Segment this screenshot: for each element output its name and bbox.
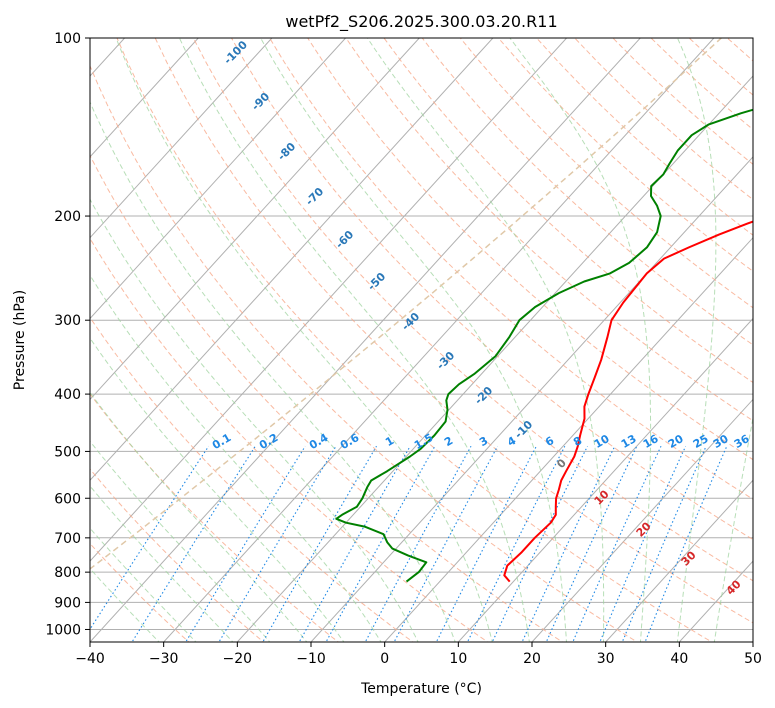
mixing-ratio-line xyxy=(262,445,377,642)
y-tick-label: 200 xyxy=(54,209,81,225)
dry-adiabat-line xyxy=(90,393,340,642)
dry-adiabat-line xyxy=(459,38,753,309)
dry-adiabat-line xyxy=(90,237,489,642)
mixing-ratio-line xyxy=(185,445,306,642)
isotherm-line xyxy=(236,75,753,642)
moist-adiabat-line xyxy=(713,415,753,642)
isotherm-line xyxy=(531,398,753,642)
mixing-ratio-line xyxy=(466,445,566,642)
moist-adiabat-line xyxy=(366,38,605,642)
isotherm-line xyxy=(90,38,273,239)
y-tick-label: 400 xyxy=(54,387,81,403)
x-tick-label: −30 xyxy=(149,651,179,667)
y-tick-label: 1000 xyxy=(45,622,81,638)
moist-adiabat-line xyxy=(90,485,234,642)
x-tick-label: 50 xyxy=(744,651,762,667)
x-axis: −40 −30 −20 −10 0 10 20 30 40 50 xyxy=(75,642,762,667)
isotherm-line xyxy=(457,317,753,642)
isotherm-line xyxy=(310,156,753,642)
dewpoint-profile-line xyxy=(335,108,753,583)
isotherm-line xyxy=(90,38,641,642)
mixing-ratio-line xyxy=(521,445,616,642)
dry-adiabat-line xyxy=(421,38,753,346)
isotherm-line xyxy=(605,479,753,642)
x-tick-label: 40 xyxy=(670,651,688,667)
x-tick-label: 10 xyxy=(449,651,467,667)
isotherm-line xyxy=(90,38,494,482)
moist-adiabat-line xyxy=(90,391,308,642)
y-tick-label: 100 xyxy=(54,31,81,47)
moist-adiabat-line xyxy=(509,38,652,642)
y-axis-label: Pressure (hPa) xyxy=(12,290,28,390)
moist-adiabat-line xyxy=(90,440,271,642)
x-tick-label: 20 xyxy=(523,651,541,667)
y-tick-label: 500 xyxy=(54,444,81,460)
y-tick-label: 900 xyxy=(54,595,81,611)
x-tick-label: −20 xyxy=(223,651,253,667)
mixing-ratio-line xyxy=(90,445,210,631)
x-tick-label: 30 xyxy=(597,651,615,667)
y-tick-label: 300 xyxy=(54,313,81,329)
moist-adiabat-line xyxy=(178,38,530,642)
mixing-ratio-line xyxy=(364,445,472,642)
isotherm-line xyxy=(90,38,420,401)
dry-adiabat-line xyxy=(269,38,753,500)
dry-adiabat-line xyxy=(230,38,753,541)
dry-adiabat-line xyxy=(90,468,265,642)
moist-adiabat-line xyxy=(115,38,493,642)
dry-adiabat-line xyxy=(90,154,564,642)
dry-adiabat-line xyxy=(307,38,753,461)
moist-adiabat-line xyxy=(90,527,197,642)
isotherm-line xyxy=(90,38,567,562)
mixing-ratio-line xyxy=(491,445,588,642)
y-axis: 100 200 300 400 500 600 700 800 900 1000 xyxy=(45,31,90,638)
mixing-ratio-line xyxy=(218,445,337,642)
dry-adiabat-line xyxy=(116,38,713,642)
plot-area xyxy=(90,38,753,642)
moist-adiabat-line xyxy=(90,274,382,642)
y-tick-label: 600 xyxy=(54,491,81,507)
isotherm-line xyxy=(163,38,715,642)
dry-adiabat-line xyxy=(90,316,414,642)
mixing-ratio-line xyxy=(131,445,256,642)
dry-adiabat-line xyxy=(154,38,753,624)
isotherm-line xyxy=(90,38,346,320)
mixing-ratio-line xyxy=(393,445,499,642)
mixing-ratio-line xyxy=(644,445,728,642)
mixing-ratio-line xyxy=(298,445,411,642)
x-tick-label: 0 xyxy=(380,651,389,667)
moist-adiabat-line xyxy=(260,38,567,642)
mixing-ratio-line xyxy=(545,445,638,642)
dry-adiabat-line xyxy=(192,38,753,582)
x-tick-label: −40 xyxy=(75,651,105,667)
dry-adiabat-line xyxy=(90,64,638,642)
moist-adiabat-line xyxy=(90,567,160,642)
isotherm-line xyxy=(384,236,753,642)
y-tick-label: 800 xyxy=(54,565,81,581)
plot-frame xyxy=(89,37,754,643)
temperature-profile-line xyxy=(503,220,753,583)
moist-adiabat-line xyxy=(676,38,717,642)
chart-title: wetPf2_S206.2025.300.03.20.R11 xyxy=(285,12,557,32)
x-axis-label: Temperature (°C) xyxy=(360,681,482,697)
y-tick-label: 700 xyxy=(54,531,81,547)
reference-curve-line xyxy=(90,38,722,570)
x-tick-label: −10 xyxy=(296,651,326,667)
